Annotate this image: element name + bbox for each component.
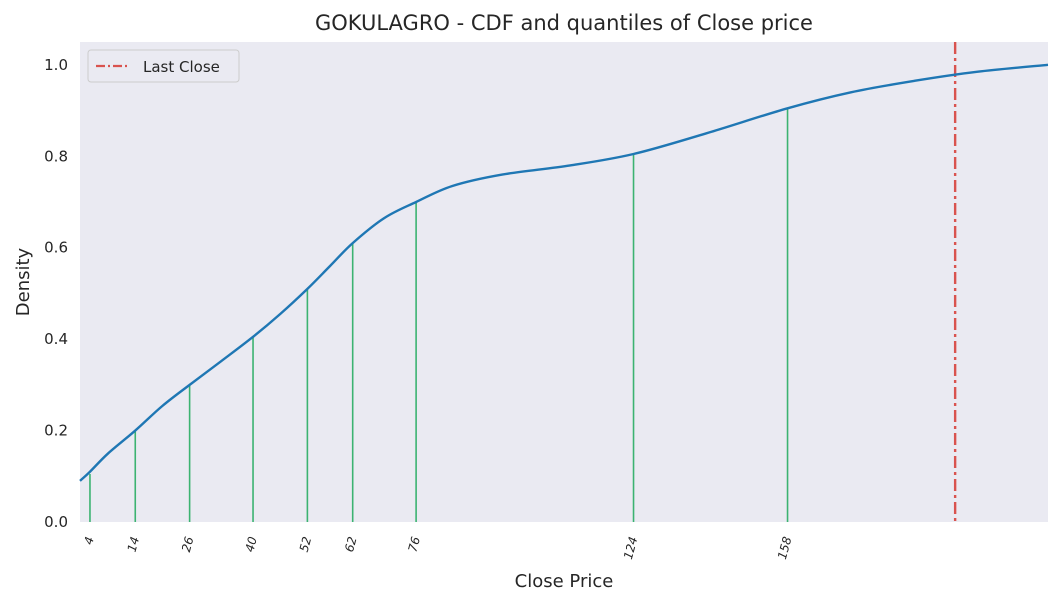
y-tick-label: 0.6 (44, 239, 68, 257)
series-group (79, 63, 1049, 482)
cdf-line (79, 63, 1049, 482)
legend: Last Close (87, 49, 240, 83)
legend-box (87, 49, 240, 83)
y-tick-label: 0.4 (44, 330, 68, 348)
x-tick-label: 62 (342, 535, 359, 553)
legend-label-last-close: Last Close (143, 58, 220, 76)
x-tick-label: 52 (297, 535, 314, 553)
x-tick-label: 158 (775, 535, 795, 561)
x-tick-label: 14 (125, 535, 142, 553)
x-tick-labels: 4 14 26 40 52 62 76 124 158 (81, 535, 794, 561)
y-tick-label: 1.0 (44, 56, 68, 74)
y-tick-label: 0.2 (44, 422, 68, 440)
x-tick-label: 26 (179, 535, 197, 554)
y-tick-label: 0.8 (44, 147, 68, 165)
y-tick-labels: 0.0 0.2 0.4 0.6 0.8 1.0 (44, 56, 68, 531)
y-tick-label: 0.0 (44, 513, 68, 531)
x-tick-label: 40 (242, 535, 260, 554)
chart-title: GOKULAGRO - CDF and quantiles of Close p… (315, 11, 813, 35)
quantile-lines (89, 108, 789, 522)
x-tick-label: 4 (81, 535, 97, 546)
x-axis-label: Close Price (515, 571, 614, 592)
plot-background (80, 42, 1048, 522)
y-axis-label: Density (13, 247, 34, 316)
x-tick-label: 76 (406, 535, 424, 554)
x-tick-label: 124 (621, 535, 640, 561)
